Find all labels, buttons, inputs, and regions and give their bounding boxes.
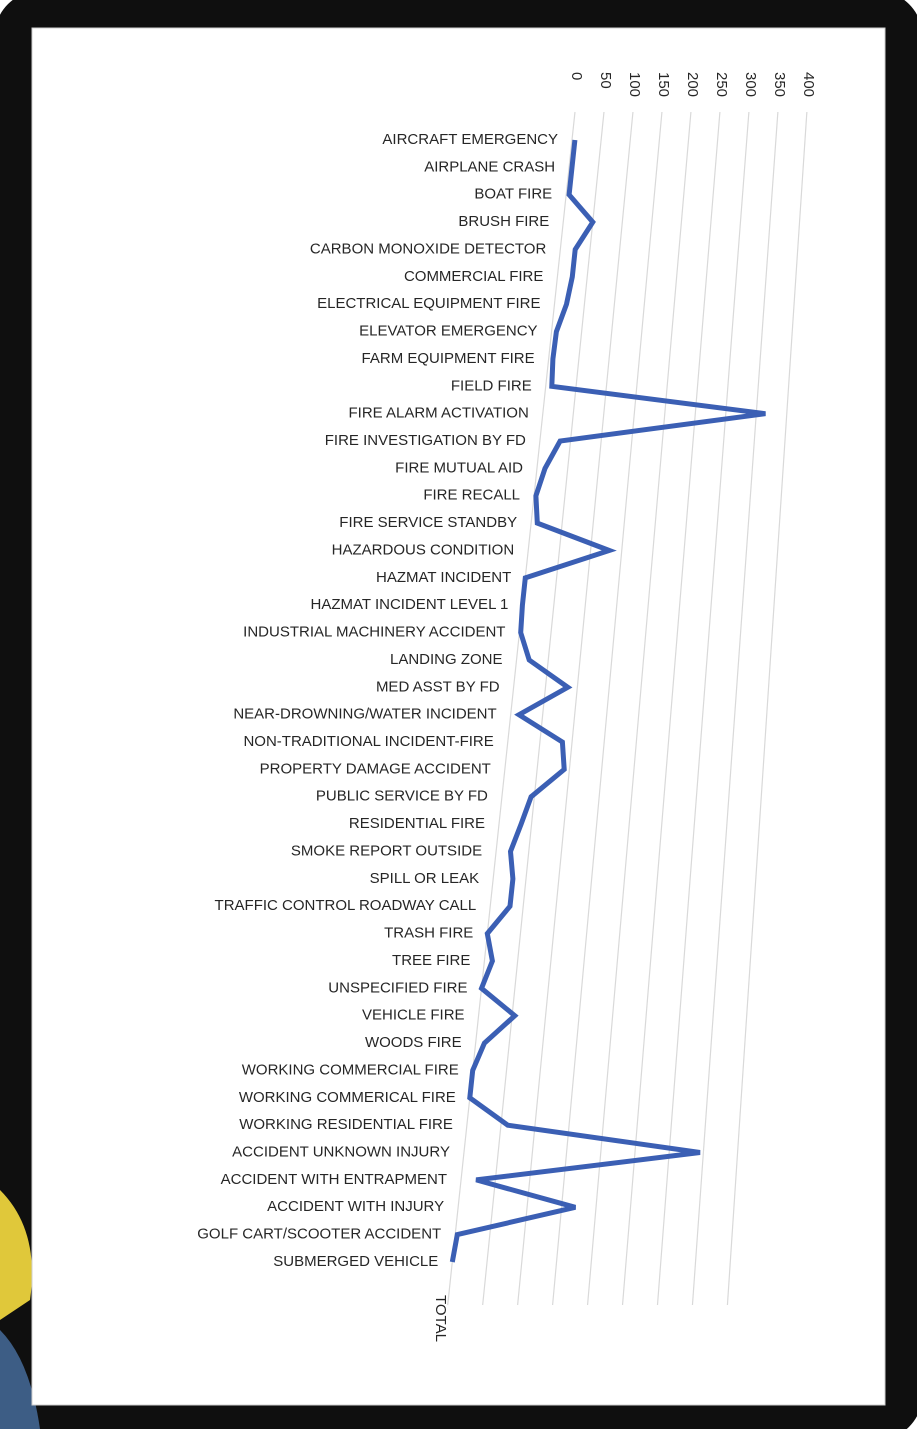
grid-line — [447, 111, 576, 1306]
y-tick-label: 250 — [713, 72, 730, 97]
category-label: CARBON MONOXIDE DETECTOR — [310, 240, 547, 257]
category-label: SUBMERGED VEHICLE — [273, 1253, 438, 1270]
y-tick-label: 400 — [800, 72, 817, 97]
category-label: FIRE RECALL — [423, 487, 520, 504]
category-label: ELEVATOR EMERGENCY — [359, 323, 537, 340]
category-label: FIRE ALARM ACTIVATION — [348, 405, 528, 422]
category-label: WORKING COMMERICAL FIRE — [239, 1089, 456, 1106]
y-tick-label: 100 — [626, 72, 643, 97]
data-line — [449, 139, 766, 1263]
grid-line — [482, 111, 605, 1306]
chart-area — [31, 27, 886, 1406]
grid-line — [517, 111, 634, 1306]
category-label: VEHICLE FIRE — [362, 1007, 465, 1024]
category-label: HAZMAT INCIDENT — [376, 569, 511, 586]
category-label: HAZARDOUS CONDITION — [332, 541, 515, 558]
category-label: ELECTRICAL EQUIPMENT FIRE — [317, 295, 540, 312]
grid-line — [726, 111, 808, 1306]
category-label: COMMERCIAL FIRE — [404, 268, 543, 285]
category-label: GOLF CART/SCOOTER ACCIDENT — [197, 1226, 441, 1243]
category-label: INDUSTRIAL MACHINERY ACCIDENT — [243, 624, 505, 641]
category-label: AIRCRAFT EMERGENCY — [382, 131, 558, 148]
y-tick-label: 300 — [742, 72, 759, 97]
category-label: RESIDENTIAL FIRE — [349, 815, 485, 832]
category-label: SMOKE REPORT OUTSIDE — [291, 842, 482, 859]
grid-line — [621, 111, 721, 1306]
category-label: LANDING ZONE — [390, 651, 503, 668]
category-label: TREE FIRE — [392, 952, 470, 969]
decoration — [0, 1190, 32, 1320]
category-label: FIRE MUTUAL AID — [395, 459, 523, 476]
category-label: MED ASST BY FD — [376, 678, 500, 695]
decoration — [0, 1330, 40, 1429]
category-label: BOAT FIRE — [474, 186, 552, 203]
y-tick-label: 350 — [771, 72, 788, 97]
y-tick-label: 50 — [597, 72, 614, 89]
category-label: WORKING COMMERCIAL FIRE — [242, 1061, 459, 1078]
category-label: TRAFFIC CONTROL ROADWAY CALL — [215, 897, 477, 914]
category-label: FARM EQUIPMENT FIRE — [362, 350, 535, 367]
category-label: FIRE SERVICE STANDBY — [339, 514, 517, 531]
category-label: WOODS FIRE — [365, 1034, 462, 1051]
category-label: ACCIDENT WITH INJURY — [267, 1198, 444, 1215]
category-label: NEAR-DROWNING/WATER INCIDENT — [233, 706, 496, 723]
grid-line — [586, 111, 692, 1306]
category-label: TRASH FIRE — [384, 925, 473, 942]
grid-line — [551, 111, 663, 1306]
grid-line — [691, 111, 779, 1306]
y-tick-label: 150 — [655, 72, 672, 97]
category-label: SPILL OR LEAK — [370, 870, 480, 887]
category-label: PUBLIC SERVICE BY FD — [316, 788, 488, 805]
category-label: AIRPLANE CRASH — [424, 158, 555, 175]
category-label: FIRE INVESTIGATION BY FD — [325, 432, 526, 449]
y-tick-label: 0 — [568, 72, 585, 80]
category-label: ACCIDENT WITH ENTRAPMENT — [221, 1171, 447, 1188]
category-label: FIELD FIRE — [451, 377, 532, 394]
category-label: UNSPECIFIED FIRE — [328, 979, 467, 996]
chart: 0 50 100 150 200 250 300 350 400 AIRCRAFT EMERGEN… — [197, 72, 817, 1342]
y-tick-label: 200 — [684, 72, 701, 97]
category-label: NON-TRADITIONAL INCIDENT-FIRE — [243, 733, 493, 750]
grid-line — [656, 111, 750, 1306]
category-label: ACCIDENT UNKNOWN INJURY — [232, 1144, 450, 1161]
category-label: WORKING RESIDENTIAL FIRE — [239, 1116, 453, 1133]
category-label: BRUSH FIRE — [458, 213, 549, 230]
category-label: HAZMAT INCIDENT LEVEL 1 — [311, 596, 509, 613]
legend-label: TOTAL — [432, 1295, 449, 1342]
category-label: PROPERTY DAMAGE ACCIDENT — [260, 760, 491, 777]
